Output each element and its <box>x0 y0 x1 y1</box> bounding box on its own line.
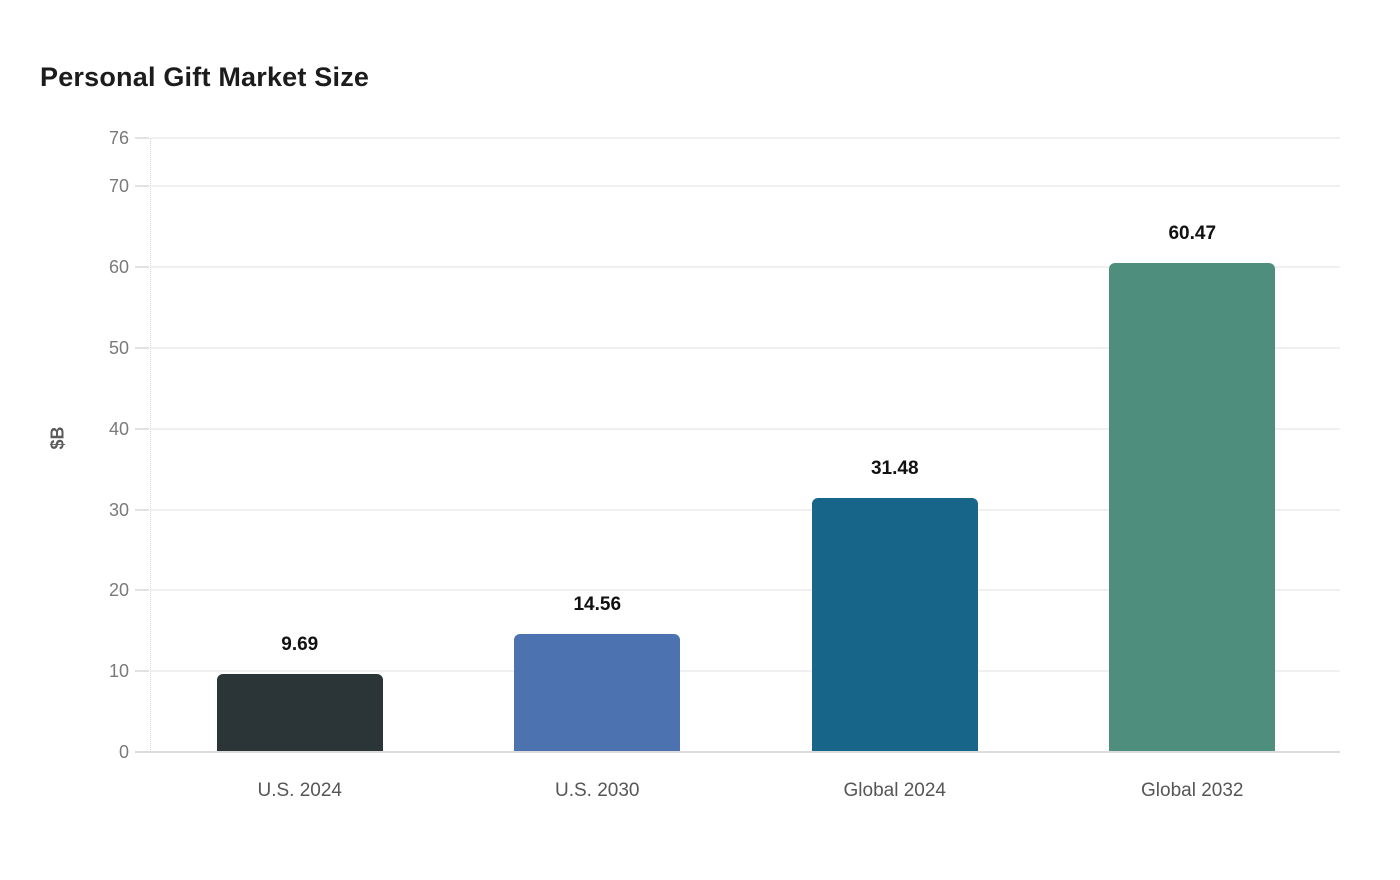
y-tick-label-40: 40 <box>108 418 129 439</box>
y-tick-label-30: 30 <box>108 499 129 520</box>
x-category-label: Global 2032 <box>1141 780 1244 801</box>
x-category-label: U.S. 2030 <box>555 780 640 801</box>
x-axis-line <box>135 751 1340 753</box>
bar-value-label: 31.48 <box>870 457 919 479</box>
y-tick-mark-20 <box>135 589 149 592</box>
y-axis-label: $B <box>47 426 68 450</box>
gridline-y-60 <box>151 266 1340 269</box>
x-category-label: U.S. 2024 <box>257 780 343 801</box>
y-tick-mark-70 <box>135 185 149 188</box>
gridline-y-50 <box>151 347 1340 350</box>
bar-value-label: 60.47 <box>1168 223 1217 245</box>
gridline-y-70 <box>151 185 1340 188</box>
bar-u-s-2030 <box>514 634 681 752</box>
gridline-y-40 <box>151 427 1340 430</box>
y-tick-mark-10 <box>135 670 149 673</box>
chart-title: Personal Gift Market Size <box>40 62 370 92</box>
gridline-y-76 <box>151 137 1340 139</box>
bar-global-2032 <box>1109 263 1276 752</box>
y-tick-label-70: 70 <box>108 176 129 197</box>
y-tick-mark-50 <box>135 347 149 350</box>
y-tick-label-20: 20 <box>108 580 129 601</box>
y-tick-label-76: 76 <box>108 128 129 148</box>
y-tick-label-50: 50 <box>108 338 129 359</box>
y-tick-mark-30 <box>135 508 149 511</box>
bar-global-2024 <box>811 497 978 752</box>
gridline-y-20 <box>151 589 1340 592</box>
gridline-y-30 <box>151 508 1340 511</box>
y-tick-mark-76 <box>135 137 149 139</box>
y-tick-label-10: 10 <box>108 661 129 682</box>
bar-u-s-2024 <box>216 673 383 752</box>
x-category-label: Global 2024 <box>843 780 946 801</box>
y-tick-mark-40 <box>135 427 149 430</box>
y-tick-label-0: 0 <box>118 742 129 762</box>
gridline-y-10 <box>151 670 1340 673</box>
y-tick-mark-60 <box>135 266 149 269</box>
bar-value-label: 14.56 <box>573 594 622 616</box>
y-tick-label-60: 60 <box>108 257 129 278</box>
plot-area: 0 10 20 30 40 50 60 70 76 9.69 14.56 31.48 60.47 U.… <box>109 129 1340 801</box>
bar-value-label: 9.69 <box>281 633 319 655</box>
